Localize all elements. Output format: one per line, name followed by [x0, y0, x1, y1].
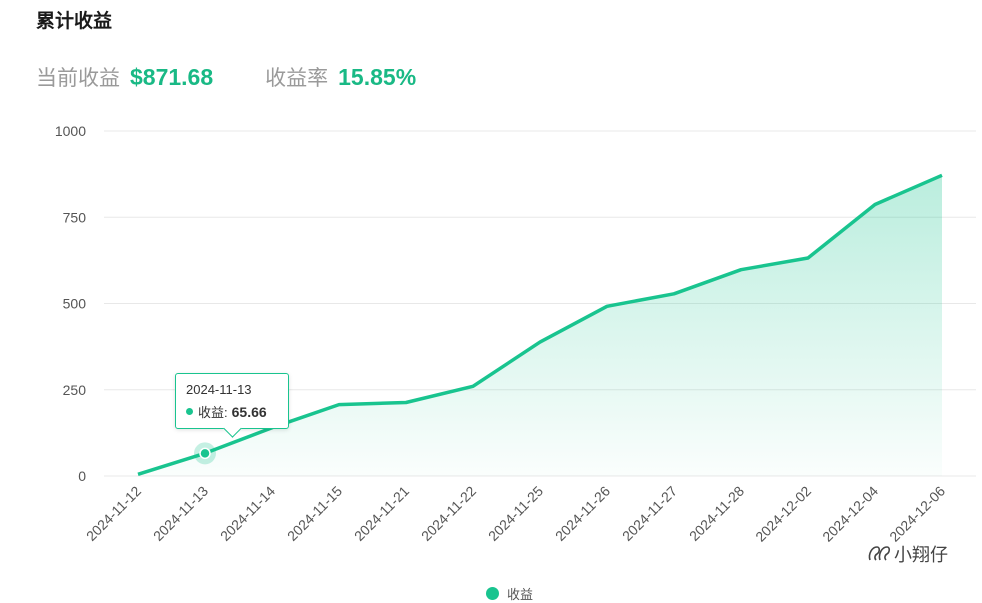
x-tick-label: 2024-12-02: [752, 483, 814, 545]
x-tick-label: 2024-12-06: [886, 483, 948, 545]
y-tick-label: 0: [78, 468, 86, 484]
x-tick-label: 2024-11-21: [351, 483, 412, 544]
legend-marker: [486, 587, 499, 600]
x-axis-ticks: 2024-11-12 2024-11-13 2024-11-14 2024-11-15…: [83, 483, 948, 545]
tooltip: 2024-11-13 收益: 65.66: [175, 373, 289, 429]
watermark: 小翔仔: [866, 541, 948, 567]
x-tick-label: 2024-11-14: [217, 483, 278, 544]
watermark-logo-icon: [868, 546, 891, 561]
profit-rate-value: 15.85%: [338, 64, 417, 90]
tooltip-value: 65.66: [231, 403, 267, 420]
tooltip-date: 2024-11-13: [186, 382, 252, 397]
y-axis-ticks: 0 250 500 750 1000: [55, 123, 86, 484]
legend-label: 收益: [507, 588, 534, 603]
watermark-text: 小翔仔: [894, 545, 948, 566]
area-fill: [138, 175, 942, 477]
highlight-point[interactable]: [199, 447, 211, 460]
current-profit-value: $871.68: [130, 64, 214, 90]
x-tick-label: 2024-11-27: [619, 483, 680, 544]
x-tick-label: 2024-11-26: [552, 483, 613, 544]
tooltip-series-dot: [186, 408, 193, 415]
y-tick-label: 750: [63, 209, 87, 225]
x-tick-label: 2024-11-25: [485, 483, 546, 544]
x-tick-label: 2024-11-28: [686, 483, 747, 544]
legend[interactable]: 收益: [486, 584, 533, 603]
y-tick-label: 500: [63, 296, 87, 312]
data-points: [194, 442, 216, 465]
y-tick-label: 250: [63, 382, 87, 398]
y-tick-label: 1000: [55, 123, 86, 139]
x-tick-label: 2024-11-12: [83, 483, 144, 544]
x-tick-label: 2024-12-04: [819, 483, 881, 545]
x-tick-label: 2024-11-15: [284, 483, 345, 544]
x-tick-label: 2024-11-13: [150, 483, 211, 544]
x-tick-label: 2024-11-22: [418, 483, 479, 544]
profit-rate-label: 收益率: [265, 66, 329, 90]
current-profit-label: 当前收益: [36, 66, 120, 90]
tooltip-row: 收益: 65.66: [186, 402, 278, 421]
chart-title: 累计收益: [36, 10, 113, 32]
tooltip-series-label: 收益:: [198, 405, 228, 420]
summary-stats: 当前收益 $871.68 收益率 15.85%: [36, 62, 416, 92]
